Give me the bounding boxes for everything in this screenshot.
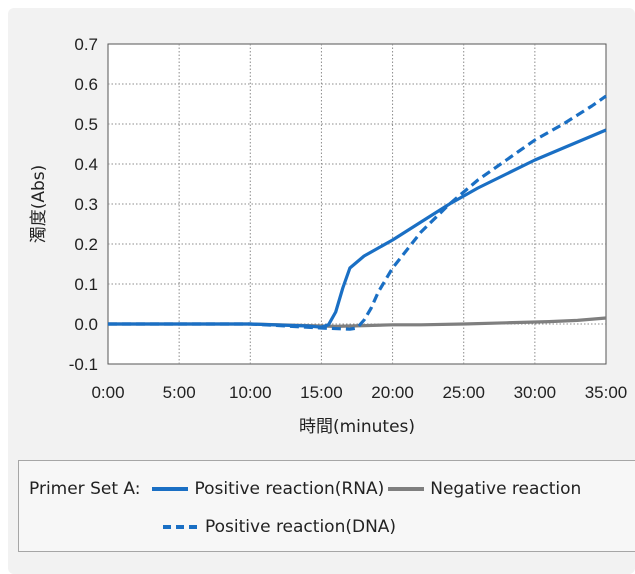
x-tick-label: 10:00 <box>229 383 272 402</box>
y-tick-label: 0.4 <box>74 155 98 174</box>
legend-swatch-negative <box>388 487 425 491</box>
y-tick-label: 0.5 <box>74 115 98 134</box>
legend-row-2: Positive reaction(DNA) <box>159 517 396 537</box>
x-axis-ticks: 0:00 5:00 10:00 15:00 20:00 25:00 30:00 35:00 <box>91 383 627 402</box>
x-tick-label: 20:00 <box>371 383 414 402</box>
series-lines <box>108 94 607 331</box>
x-tick-label: 0:00 <box>91 383 124 402</box>
y-tick-label: 0.1 <box>74 275 98 294</box>
series-line-dna <box>108 94 607 331</box>
y-axis-ticks: -0.1 0.0 0.1 0.2 0.3 0.4 0.5 0.6 0.7 <box>69 35 98 374</box>
x-tick-label: 25:00 <box>442 383 485 402</box>
x-axis-title: 時間(minutes) <box>299 417 415 437</box>
y-tick-label: 0.6 <box>74 75 98 94</box>
legend-swatch-rna <box>152 487 189 491</box>
y-tick-label: 0.7 <box>74 35 98 54</box>
legend-title: Primer Set A: <box>29 479 141 499</box>
legend-label-rna: Positive reaction(RNA) <box>194 479 385 499</box>
y-tick-label: 0.3 <box>74 195 98 214</box>
x-tick-label: 5:00 <box>163 383 196 402</box>
legend-swatch-dna <box>163 525 199 529</box>
x-tick-label: 30:00 <box>514 383 557 402</box>
x-tick-label: 15:00 <box>300 383 343 402</box>
legend: Primer Set A: Positive reaction(RNA) Neg… <box>18 460 635 552</box>
y-tick-label: -0.1 <box>69 355 98 374</box>
line-chart: 0:00 5:00 10:00 15:00 20:00 25:00 30:00 35:00 -… <box>29 35 627 437</box>
y-tick-label: 0.0 <box>74 315 98 334</box>
legend-label-dna: Positive reaction(DNA) <box>205 517 397 537</box>
legend-row-1: Primer Set A: Positive reaction(RNA) Neg… <box>29 479 581 499</box>
y-tick-label: 0.2 <box>74 235 98 254</box>
x-tick-label: 35:00 <box>585 383 628 402</box>
legend-label-negative: Negative reaction <box>430 479 582 499</box>
grid-lines <box>108 44 606 364</box>
y-axis-title: 濁度(Abs) <box>29 165 49 244</box>
